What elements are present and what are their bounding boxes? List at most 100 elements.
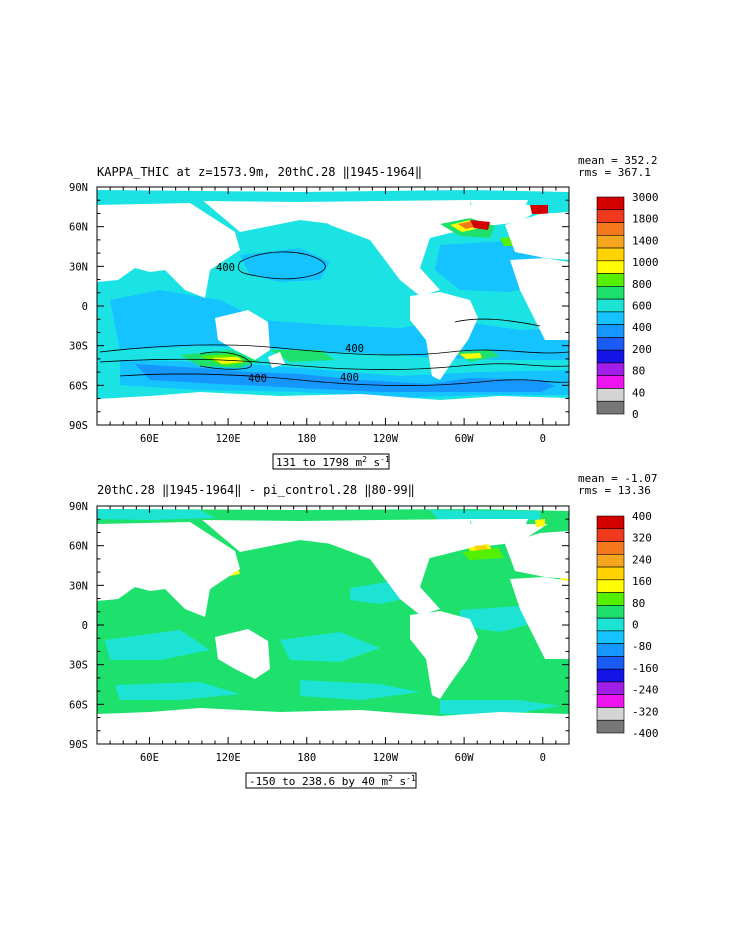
colorbar-swatch [596, 553, 625, 568]
colorbar-label: 400 [632, 510, 652, 523]
land-europe [505, 212, 569, 260]
panel-2-mean: mean = -1.07 [578, 472, 657, 485]
colorbar-swatch [596, 528, 625, 542]
colorbar-swatch [596, 298, 625, 313]
range-sup: 2 [362, 455, 367, 464]
x-tick-label: 60E [140, 433, 159, 445]
colorbar-label: 0 [632, 619, 639, 632]
colorbar-swatch [596, 349, 625, 364]
range-sup2: -1 [380, 455, 390, 464]
colorbar-swatch [596, 707, 625, 721]
panel-2-rms: rms = 13.36 [578, 484, 651, 497]
colorbar-swatch [596, 286, 625, 300]
colorbar-swatch [596, 388, 625, 402]
y-tick-label: 60N [69, 541, 88, 553]
colorbar-label: -240 [632, 684, 659, 697]
colorbar-swatch [596, 656, 625, 670]
colorbar-label: 3000 [632, 191, 659, 204]
x-tick-label: 0 [540, 752, 546, 764]
land-north-america [300, 200, 472, 296]
y-tick-label: 0 [82, 620, 88, 632]
x-tick-label: 180 [297, 752, 316, 764]
svg-text:131 to 1798 m2 s-1: 131 to 1798 m2 s-1 [276, 455, 390, 469]
colorbar-label: -320 [632, 705, 659, 718]
panel-1-map [97, 187, 569, 425]
contour-label: 400 [340, 372, 359, 384]
range-sup: 2 [388, 774, 393, 783]
panel-1-title: KAPPA_THIC at z=1573.9m, 20thC.28 ‖1945-… [97, 165, 422, 179]
colorbar-swatch [596, 196, 625, 211]
x-tick-label: 60W [455, 752, 475, 764]
x-tick-label: 60E [140, 752, 159, 764]
colorbar-swatch [596, 541, 625, 555]
x-tick-label: 120E [215, 433, 240, 445]
panel-1: KAPPA_THIC at z=1573.9m, 20thC.28 ‖1945-… [69, 154, 659, 470]
colorbar-label: 1800 [632, 213, 659, 226]
y-tick-label: 30S [69, 660, 88, 672]
x-tick-label: 60W [455, 433, 475, 445]
range-text: 131 to 1798 m [276, 456, 362, 469]
colorbar-swatch [596, 234, 625, 249]
colorbar-swatch [596, 681, 625, 696]
land-greenland [470, 200, 528, 224]
colorbar-swatch [596, 566, 625, 581]
range-mid: s [393, 775, 406, 788]
panel-1-range-label: 131 to 1798 m2 s-1 [272, 453, 390, 470]
colorbar-swatch [596, 592, 625, 606]
colorbar-label: 1400 [632, 234, 659, 247]
colorbar-label: 240 [632, 553, 652, 566]
x-tick-label: 180 [297, 433, 316, 445]
colorbar-swatch [596, 400, 625, 415]
panel-2-range-label: -150 to 238.6 by 40 m2 s-1 [245, 772, 417, 789]
colorbar-swatch [596, 694, 625, 708]
land-south-america [410, 292, 478, 380]
colorbar-label: 0 [632, 408, 639, 421]
panel-1-rms: rms = 367.1 [578, 166, 651, 179]
colorbar-label: 800 [632, 278, 652, 291]
panel-2-ticks: 60E 120E 180 120W 60W 0 90N 60N 30N 0 30S 60S 90S [69, 501, 569, 764]
colorbar-swatch [596, 273, 625, 287]
range-mid: s [367, 456, 380, 469]
colorbar-swatch [596, 247, 625, 262]
colorbar-label: 1000 [632, 256, 659, 269]
colorbar-swatch [596, 579, 625, 593]
colorbar-label: 160 [632, 575, 652, 588]
colorbar-label: 80 [632, 597, 645, 610]
colorbar-label: 200 [632, 343, 652, 356]
colorbar-swatch [596, 630, 625, 644]
colorbar-swatch [596, 617, 625, 632]
y-tick-label: 60S [69, 699, 88, 711]
y-tick-label: 60N [69, 222, 88, 234]
colorbar-swatch [596, 209, 625, 223]
panel-2-colorbar: 400 320 240 160 80 0 -80 -160 -240 -320 -400 [596, 510, 659, 740]
colorbar-swatch [596, 605, 625, 619]
y-tick-label: 60S [69, 380, 88, 392]
colorbar-swatch [596, 337, 625, 351]
panel-2: 20thC.28 ‖1945-1964‖ - pi_control.28 ‖80… [69, 472, 659, 789]
svg-text:-150 to 238.6 by 40 m2 s-1: -150 to 238.6 by 40 m2 s-1 [249, 774, 416, 788]
x-tick-label: 120W [373, 433, 399, 445]
x-tick-label: 120E [215, 752, 240, 764]
colorbar-label: -160 [632, 662, 659, 675]
y-tick-label: 30N [69, 261, 88, 273]
contours [99, 251, 569, 387]
colorbar-swatch [596, 222, 625, 236]
x-tick-label: 120W [373, 752, 399, 764]
y-tick-label: 90N [69, 182, 88, 194]
colorbar-label: -80 [632, 640, 652, 653]
colorbar-label: -400 [632, 727, 659, 740]
colorbar-swatch [596, 311, 625, 325]
panel-1-mean: mean = 352.2 [578, 154, 657, 167]
land-australia [215, 310, 270, 360]
panel-2-title: 20thC.28 ‖1945-1964‖ - pi_control.28 ‖80… [97, 483, 415, 497]
land-africa [510, 258, 569, 340]
y-tick-label: 30N [69, 580, 88, 592]
y-tick-label: 90S [69, 739, 88, 751]
land-asia [97, 203, 240, 298]
colorbar-label: 600 [632, 300, 652, 313]
colorbar-swatch [596, 515, 625, 530]
contour-label: 400 [345, 343, 364, 355]
colorbar-label: 80 [632, 365, 645, 378]
y-tick-label: 90N [69, 501, 88, 513]
